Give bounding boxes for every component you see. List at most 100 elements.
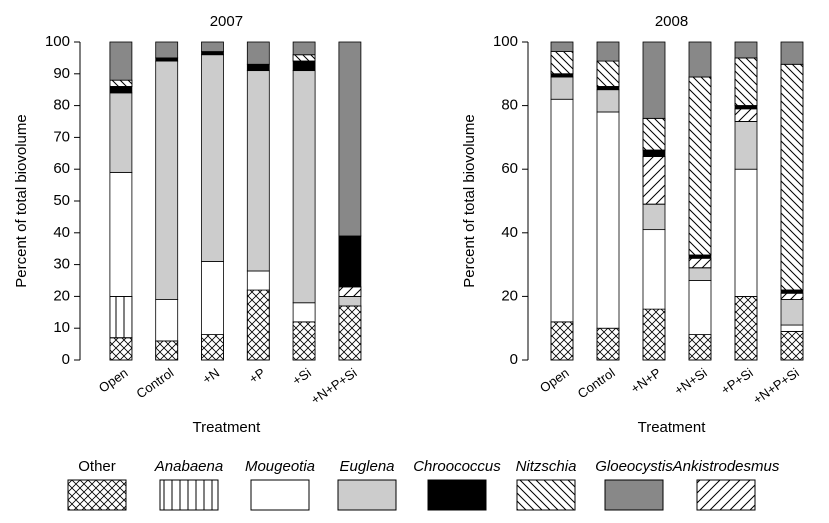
bar [780, 299, 804, 326]
bar-pattern [780, 330, 804, 361]
bar [109, 41, 133, 81]
bar-segment [642, 308, 666, 361]
bar [109, 171, 133, 297]
bar-segment [246, 289, 270, 361]
legend-pattern [696, 479, 756, 511]
bar-segment [780, 299, 804, 326]
bar-pattern [688, 257, 712, 269]
bar [780, 289, 804, 294]
bar [201, 41, 224, 52]
x-tick-label: Control [575, 365, 618, 401]
bar [338, 235, 362, 288]
bar-segment [550, 41, 574, 52]
bar-segment [780, 289, 804, 294]
x-tick-label: Control [133, 365, 176, 401]
bar [109, 92, 133, 173]
bar [550, 73, 574, 78]
bar [155, 41, 179, 59]
bar-segment [688, 257, 712, 269]
bar-segment [246, 270, 270, 291]
chart-title: 2008 [655, 13, 688, 30]
x-tick-label: +P+Si [718, 365, 756, 398]
y-tick-label: 60 [53, 160, 70, 177]
bar [734, 121, 758, 170]
x-tick-label: +P [246, 365, 268, 387]
bar-segment [109, 79, 133, 87]
bar [642, 229, 666, 310]
legend-label: Gloeocystis [595, 458, 673, 475]
bar [201, 261, 224, 335]
legend-label: Nitzschia [516, 458, 577, 475]
bar-segment [688, 267, 712, 281]
bar-segment [109, 41, 133, 81]
x-tick-label: +N+P [628, 365, 664, 396]
bar [642, 149, 666, 157]
bar [246, 41, 270, 65]
bar-pattern [642, 308, 666, 361]
bar-segment [109, 92, 133, 173]
bar-segment [338, 295, 362, 307]
bar-segment [246, 63, 270, 72]
y-tick-label: 40 [501, 224, 518, 241]
bar-segment [596, 86, 620, 91]
bar [155, 57, 179, 62]
bar-segment [550, 73, 574, 78]
bar [155, 60, 179, 300]
x-tick-label: +N [200, 365, 223, 387]
y-tick-label: 100 [493, 33, 518, 50]
bar-segment [596, 60, 620, 87]
y-axis-label: Percent of total biovolume [13, 114, 30, 287]
bar-segment [734, 295, 758, 361]
bar-segment [550, 321, 574, 361]
bar-segment [734, 105, 758, 110]
bar-segment [596, 111, 620, 329]
bar-pattern [201, 334, 224, 361]
bar-segment [550, 76, 574, 100]
bar-segment [338, 235, 362, 288]
y-tick-label: 100 [45, 33, 70, 50]
bar-segment [642, 229, 666, 310]
bar-pattern [292, 54, 316, 62]
y-tick-label: 20 [53, 287, 70, 304]
x-tick-label: +N+P+Si [750, 365, 802, 407]
bar-pattern [109, 295, 133, 339]
bar-pattern [688, 334, 712, 361]
x-tick-label: +N+P+Si [308, 365, 360, 407]
bar-segment [688, 254, 712, 259]
y-tick-label: 0 [510, 351, 518, 368]
bar [642, 203, 666, 231]
bar-segment [155, 340, 179, 361]
legend-swatch [604, 479, 664, 511]
bar-segment [734, 121, 758, 170]
legend-label: Anabaena [154, 458, 223, 475]
bar-pattern [688, 76, 712, 256]
bar-segment [109, 295, 133, 339]
bar [596, 41, 620, 62]
legend-swatch [427, 479, 487, 511]
legend-pattern [159, 479, 219, 511]
bar-pattern [734, 108, 758, 122]
bar-segment [246, 41, 270, 65]
bar [550, 98, 574, 323]
y-tick-label: 80 [53, 97, 70, 114]
bar-segment [292, 41, 316, 56]
bar-segment [596, 89, 620, 113]
bar-segment [688, 280, 712, 335]
bar-segment [292, 70, 316, 304]
bar-segment [688, 76, 712, 256]
y-tick-label: 20 [501, 287, 518, 304]
bar-segment [780, 330, 804, 361]
bar [688, 267, 712, 281]
bar-segment [246, 70, 270, 272]
legend-label: Chroococcus [413, 458, 501, 475]
bar-segment [201, 54, 224, 262]
bar-pattern [596, 327, 620, 361]
bar-segment [109, 86, 133, 94]
bar-segment [338, 41, 362, 237]
bar [292, 70, 316, 304]
bar [246, 63, 270, 72]
bar-segment [688, 41, 712, 78]
bar-segment [338, 305, 362, 361]
bar-pattern [780, 292, 804, 300]
